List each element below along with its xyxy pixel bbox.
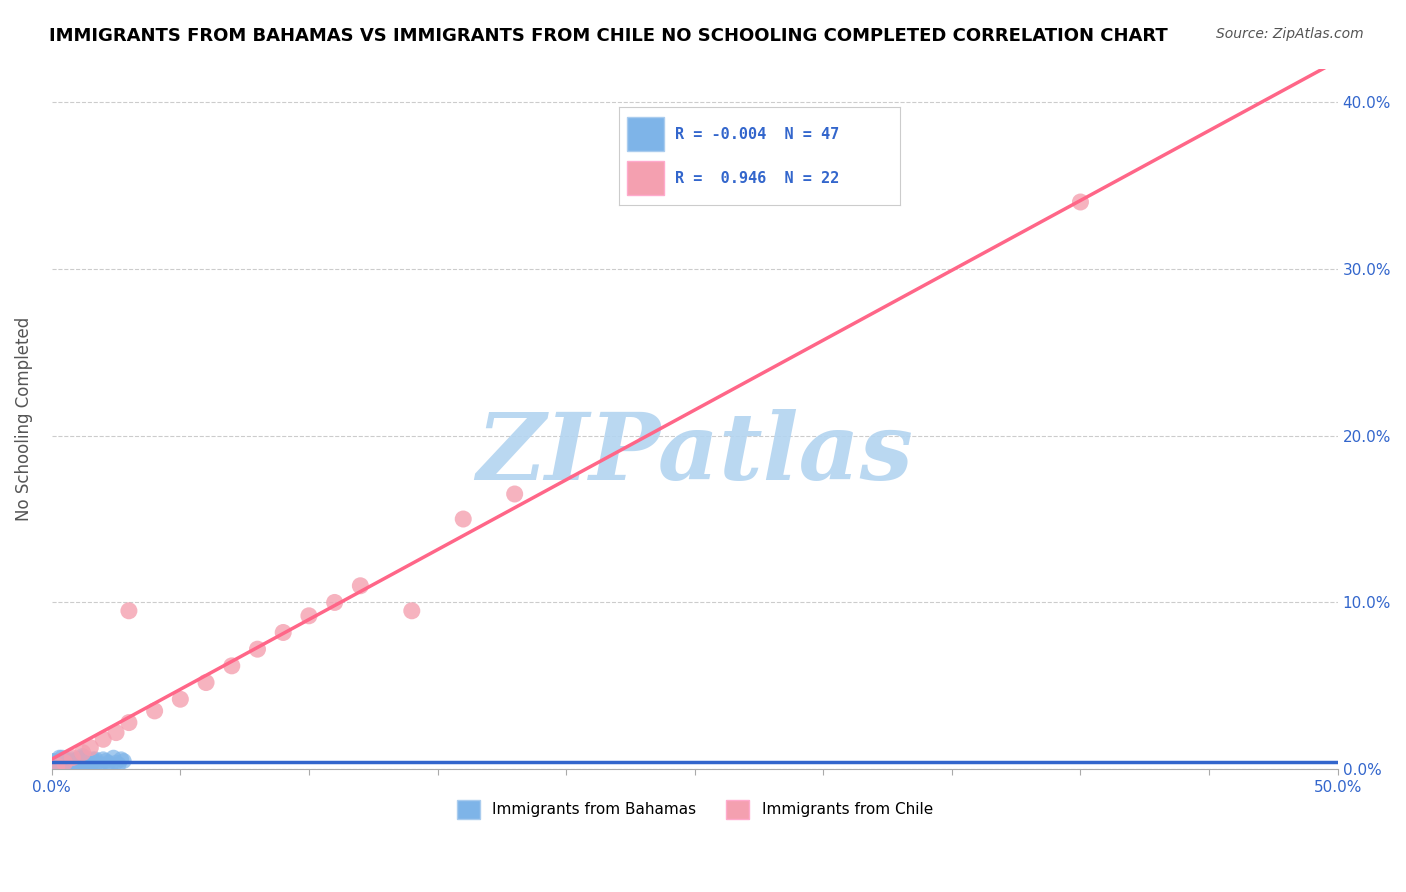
Point <box>451 512 474 526</box>
Point <box>63 756 86 770</box>
Point <box>97 756 120 770</box>
Point <box>91 752 114 766</box>
Point <box>79 756 101 770</box>
Point <box>75 750 97 764</box>
Point <box>41 754 63 768</box>
Point <box>51 756 73 770</box>
Point <box>72 750 94 764</box>
Point <box>48 756 70 770</box>
Point <box>45 757 67 772</box>
Point <box>76 754 98 768</box>
Point <box>72 746 94 760</box>
Legend: Immigrants from Bahamas, Immigrants from Chile: Immigrants from Bahamas, Immigrants from… <box>450 794 939 825</box>
Text: R = -0.004  N = 47: R = -0.004 N = 47 <box>675 127 839 142</box>
Text: R =  0.946  N = 22: R = 0.946 N = 22 <box>675 170 839 186</box>
Point <box>44 754 66 768</box>
Point <box>90 757 112 772</box>
Point <box>1069 194 1091 209</box>
Point <box>94 754 117 768</box>
Point <box>143 704 166 718</box>
Point <box>401 604 423 618</box>
Point <box>110 752 132 766</box>
Point <box>59 757 82 772</box>
Point <box>84 757 107 772</box>
Point <box>349 579 371 593</box>
Point <box>79 759 101 773</box>
Point <box>53 752 76 766</box>
Text: ZIPatlas: ZIPatlas <box>477 409 912 499</box>
Point <box>79 740 101 755</box>
Point <box>60 750 83 764</box>
Point <box>53 756 76 770</box>
Point <box>51 750 73 764</box>
Point <box>298 608 321 623</box>
Point <box>503 487 526 501</box>
Point <box>45 759 67 773</box>
Point <box>56 759 79 773</box>
Point <box>323 595 346 609</box>
Point <box>246 642 269 657</box>
Point <box>76 757 98 772</box>
Point <box>60 759 83 773</box>
Point <box>45 759 67 773</box>
Text: IMMIGRANTS FROM BAHAMAS VS IMMIGRANTS FROM CHILE NO SCHOOLING COMPLETED CORRELAT: IMMIGRANTS FROM BAHAMAS VS IMMIGRANTS FR… <box>49 27 1168 45</box>
Point <box>53 752 76 766</box>
Point <box>271 625 294 640</box>
Point <box>195 675 218 690</box>
Text: Source: ZipAtlas.com: Source: ZipAtlas.com <box>1216 27 1364 41</box>
Point <box>66 752 89 766</box>
Point <box>118 715 141 730</box>
Point <box>169 692 191 706</box>
Point <box>75 756 97 770</box>
Point <box>41 757 63 772</box>
Point <box>63 754 86 768</box>
Point <box>118 604 141 618</box>
Point <box>221 658 243 673</box>
Point <box>72 748 94 763</box>
Point <box>82 752 104 766</box>
Point <box>103 750 125 764</box>
Point <box>69 759 91 773</box>
Point <box>69 757 91 772</box>
Y-axis label: No Schooling Completed: No Schooling Completed <box>15 317 32 521</box>
Point <box>91 732 114 747</box>
Point <box>87 759 110 773</box>
Point <box>59 754 82 768</box>
Point <box>66 756 89 770</box>
Point <box>84 752 107 766</box>
Point <box>105 756 128 770</box>
FancyBboxPatch shape <box>627 161 664 195</box>
Point <box>60 752 83 766</box>
Point <box>100 759 122 773</box>
Point <box>112 754 135 768</box>
FancyBboxPatch shape <box>627 117 664 151</box>
Point <box>82 754 104 768</box>
Point <box>107 757 129 772</box>
Point <box>48 750 70 764</box>
Point <box>105 725 128 739</box>
Point <box>56 757 79 772</box>
Point <box>44 761 66 775</box>
